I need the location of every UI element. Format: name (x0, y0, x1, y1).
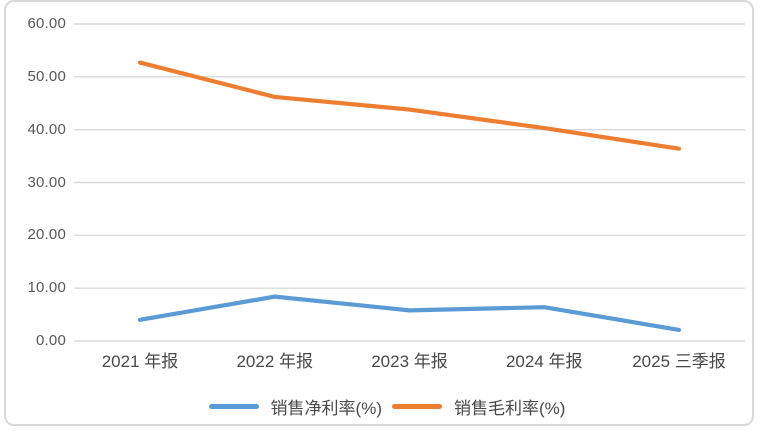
y-tick-label: 30.00 (27, 173, 66, 191)
y-tick-label: 20.00 (27, 226, 66, 244)
x-tick-label: 2025 三季报 (632, 352, 726, 371)
y-tick-label: 40.00 (27, 120, 66, 138)
legend-line-swatch (208, 404, 259, 409)
legend-label: 销售净利率(%) (270, 399, 382, 418)
y-tick-label: 60.00 (27, 15, 66, 32)
x-tick-label: 2022 年报 (236, 352, 314, 371)
legend-line-swatch (392, 404, 442, 409)
legend-item: 销售净利率(%) (208, 394, 382, 419)
line-chart-plot-area (74, 23, 745, 342)
x-tick-label: 2024 年报 (505, 352, 583, 371)
series-line (137, 60, 682, 151)
legend-label: 销售毛利率(%) (454, 399, 566, 418)
chart-frame: 0.00 10.00 20.00 30.00 40.00 50.00 60.00 2021 … (4, 0, 754, 426)
series-line (137, 294, 682, 333)
legend-item: 销售毛利率(%) (392, 394, 565, 419)
x-tick-label: 2023 年报 (371, 352, 448, 371)
series-lines (137, 60, 682, 333)
y-tick-label: 50.00 (27, 67, 66, 85)
legend: 销售净利率(%) 销售毛利率(%) (6, 394, 762, 419)
y-tick-label: 0.00 (36, 332, 66, 349)
y-tick-label: 10.00 (27, 279, 66, 297)
x-tick-label: 2021 年报 (101, 352, 179, 371)
gridlines (74, 23, 745, 342)
